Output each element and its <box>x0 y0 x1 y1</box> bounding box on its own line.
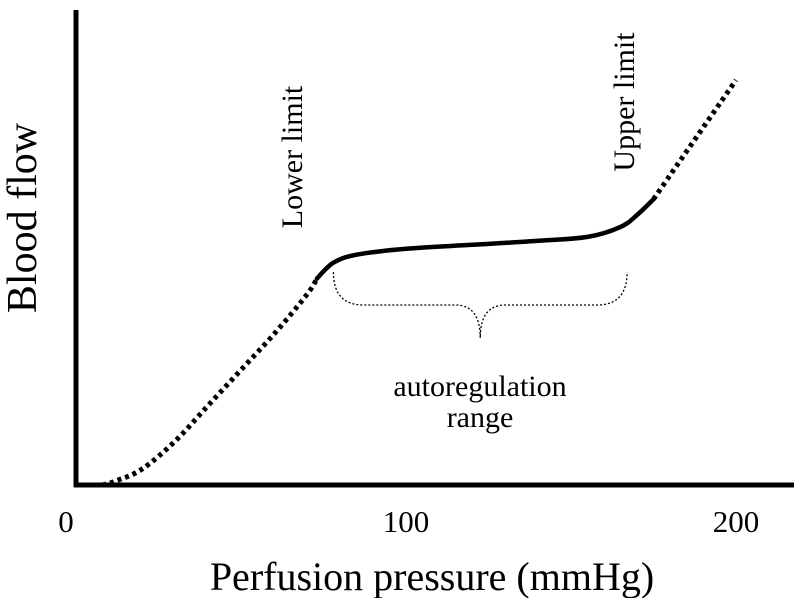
y-axis-label: Blood flow <box>0 122 46 313</box>
solid-curve-segment-1 <box>314 196 656 281</box>
range-label: range <box>447 401 514 434</box>
autoregulation-label: autoregulation <box>393 370 566 403</box>
x-tick-label: 0 <box>58 504 74 539</box>
x-tick-label: 200 <box>713 504 760 539</box>
upper-limit-label: Upper limit <box>608 32 641 172</box>
lower-limit-label: Lower limit <box>276 85 309 228</box>
autoregulation-range-brace <box>332 271 628 339</box>
series-layer <box>101 78 739 488</box>
x-axis-label: Perfusion pressure (mmHg) <box>210 554 654 598</box>
x-tick-label: 100 <box>383 504 430 539</box>
dotted-curve-segment-0 <box>101 277 320 488</box>
dotted-curve-segment-2 <box>651 78 739 201</box>
